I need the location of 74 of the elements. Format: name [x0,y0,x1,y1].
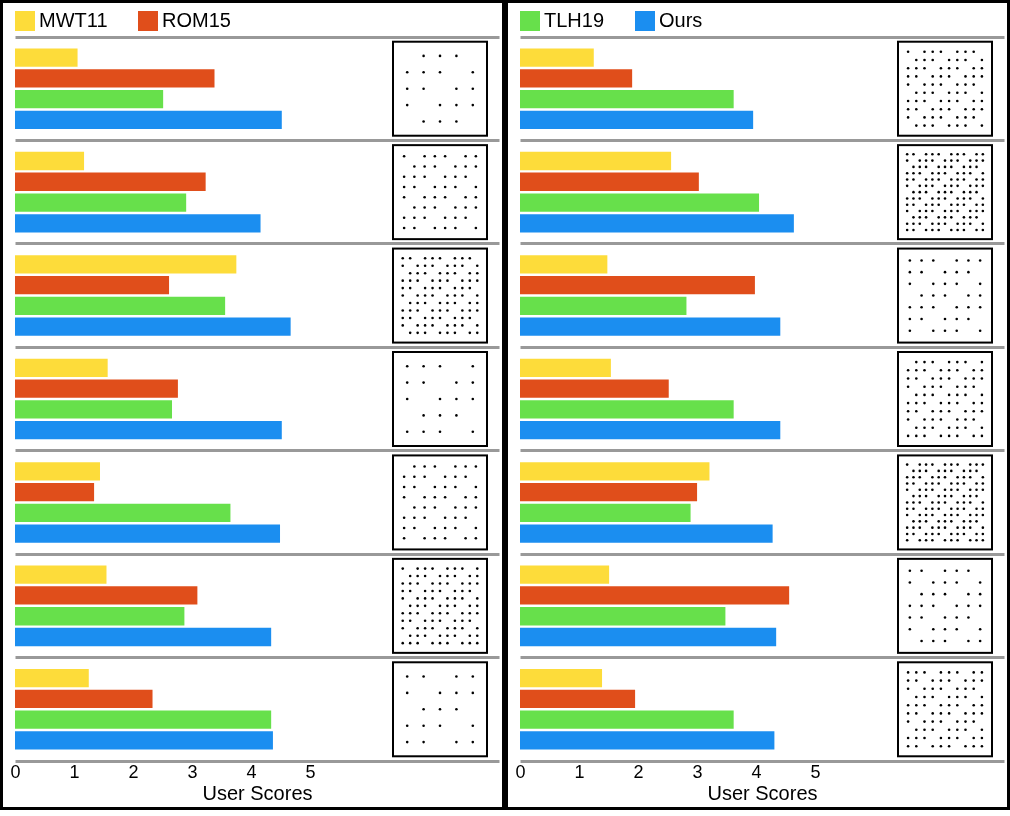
x-tick-label: 3 [692,761,703,782]
bar [520,358,611,377]
bar [15,151,85,171]
bar [15,69,215,88]
bar [520,627,777,647]
bar [520,710,734,729]
bar [520,586,790,605]
x-tick-label: 2 [633,761,644,782]
bar [520,317,781,336]
x-tick-label: 4 [751,761,762,782]
bar [15,710,272,729]
bar [520,482,698,502]
bar [520,668,603,688]
bar [15,689,153,709]
bar [520,607,726,626]
bar [520,193,760,212]
x-tick-label: 1 [69,761,80,782]
bar [15,379,178,398]
bar [15,668,89,688]
bar [520,689,636,709]
bar [520,400,734,419]
bar [15,731,273,750]
x-tick-label: 2 [128,761,139,782]
bar [15,586,198,605]
x-tick-label: 5 [305,761,316,782]
x-axis-title: User Scores [202,781,313,804]
bar [520,462,710,481]
x-tick-label: 0 [515,761,526,782]
bar [520,524,773,543]
bar [15,214,261,233]
bar [520,89,734,109]
legend-label: ROM15 [162,9,231,31]
bar [15,255,237,274]
bar [15,276,170,295]
bar [520,421,781,440]
bar [520,151,672,171]
bar [15,565,107,584]
x-tick-label: 1 [574,761,585,782]
bar [15,421,282,440]
bar [15,89,164,109]
bar [15,172,206,191]
bar [520,255,608,274]
bar [520,69,633,88]
legend-label: Ours [659,9,703,31]
bar [15,482,95,502]
bar [520,110,754,130]
bar [15,503,231,522]
bar [520,276,755,295]
bar [15,607,185,626]
bar [520,379,669,398]
bar [15,400,172,419]
bar [520,296,687,316]
bar [520,731,775,750]
bar [520,214,794,233]
x-tick-label: 3 [187,761,198,782]
bar [15,627,272,647]
legend-label: TLH19 [544,9,605,31]
bar [15,462,100,481]
bar [15,296,226,316]
bar [15,110,282,130]
x-tick-label: 0 [10,761,21,782]
x-tick-label: 4 [246,761,257,782]
bar [15,524,281,543]
bar [520,565,610,584]
bar [15,48,78,67]
bar [15,317,291,336]
bar [520,172,699,191]
bar [520,48,594,67]
bar [15,358,108,377]
bar [15,193,187,212]
bar [520,503,691,522]
legend-label: MWT11 [39,9,108,31]
x-tick-label: 5 [810,761,821,782]
x-axis-title: User Scores [707,781,818,804]
